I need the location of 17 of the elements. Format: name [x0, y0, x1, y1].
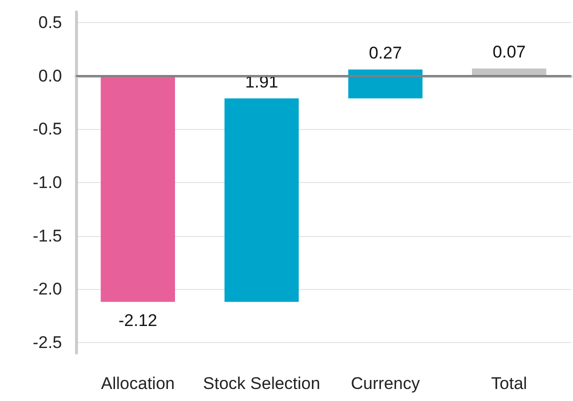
y-tick-label: -0.5: [32, 120, 62, 139]
y-tick-label: -2.5: [32, 332, 62, 352]
y-tick-label: -1.0: [32, 173, 62, 192]
y-tick-label: -2.0: [32, 280, 62, 299]
x-tick-label: Stock Selection: [203, 374, 320, 393]
x-tick-label: Total: [491, 374, 528, 393]
bar: [100, 76, 175, 302]
x-tick-label: Allocation: [101, 374, 175, 393]
bar: [348, 70, 422, 98]
x-tick-label: Currency: [350, 374, 420, 393]
y-tick-label: 0.0: [38, 66, 62, 86]
data-label: 0.27: [368, 44, 402, 63]
data-label: -2.12: [118, 310, 158, 330]
data-label: 0.07: [492, 42, 526, 62]
bar: [224, 98, 299, 302]
y-tick-label: -1.5: [32, 226, 62, 246]
y-tick-label: 0.5: [38, 13, 62, 32]
